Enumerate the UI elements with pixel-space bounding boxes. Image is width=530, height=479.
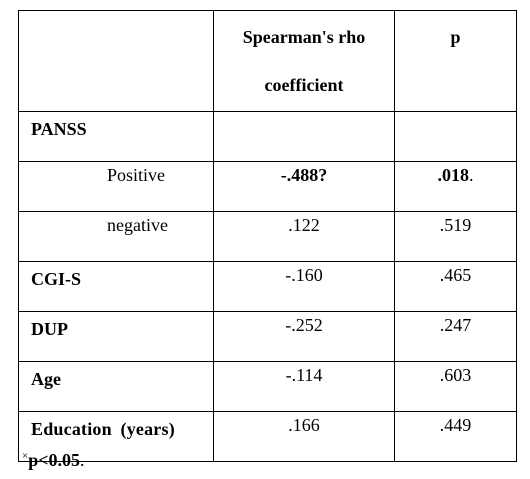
rho-cell	[213, 111, 395, 162]
rho-cell: .122	[213, 211, 395, 262]
table-row: CGI-S -.160 .465	[18, 261, 517, 312]
correlation-table: Spearman's rho coefficient p PANSS Posit…	[18, 10, 517, 462]
p-value-suffix: .	[469, 165, 474, 185]
p-cell: .018.	[394, 161, 517, 212]
p-cell: .603	[394, 361, 517, 412]
rho-cell: -.114	[213, 361, 395, 412]
header-rho-line1: Spearman's rho	[242, 27, 366, 47]
rho-value-significant: -.488?	[280, 165, 328, 185]
header-empty-cell	[18, 10, 214, 112]
row-label: DUP	[18, 311, 214, 362]
header-rho-line2: coefficient	[264, 75, 344, 95]
p-cell: .465	[394, 261, 517, 312]
rho-cell: .166	[213, 411, 395, 462]
rho-cell: -.252	[213, 311, 395, 362]
table-row: Age -.114 .603	[18, 361, 517, 412]
correlation-table-container: Spearman's rho coefficient p PANSS Posit…	[18, 10, 517, 462]
row-label: Age	[18, 361, 214, 412]
p-cell: .519	[394, 211, 517, 262]
p-cell: .247	[394, 311, 517, 362]
footnote-text: p<0.05	[28, 450, 80, 470]
p-cell: .449	[394, 411, 517, 462]
footnote-suffix: .	[80, 450, 85, 470]
row-label: PANSS	[18, 111, 214, 162]
footnote-mark: ×	[22, 450, 29, 462]
table-header-row: Spearman's rho coefficient p	[18, 10, 517, 112]
row-label: CGI-S	[18, 261, 214, 312]
table-row: Education (years) .166 .449	[18, 411, 517, 462]
table-row: negative .122 .519	[18, 211, 517, 262]
p-cell	[394, 111, 517, 162]
row-label: Education (years)	[18, 411, 214, 462]
p-value-significant: .018	[437, 165, 470, 185]
table-row: PANSS	[18, 111, 517, 162]
rho-cell: -.160	[213, 261, 395, 312]
table-row: Positive -.488? .018.	[18, 161, 517, 212]
row-label: negative	[18, 211, 214, 262]
rho-cell: -.488?	[213, 161, 395, 212]
row-label: Positive	[18, 161, 214, 212]
table-row: DUP -.252 .247	[18, 311, 517, 362]
table-footnote: ×p<0.05.	[22, 449, 85, 471]
header-p: p	[394, 10, 517, 112]
header-rho: Spearman's rho coefficient	[213, 10, 395, 112]
